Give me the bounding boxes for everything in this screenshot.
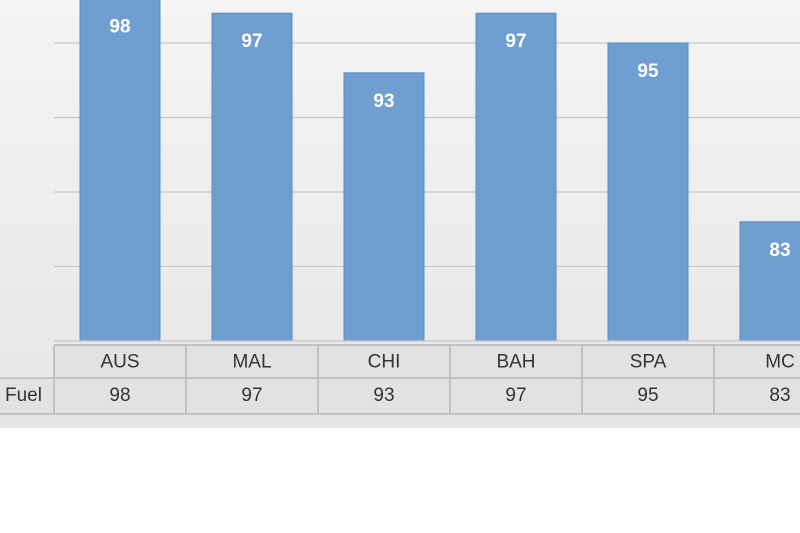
x-tick-label: MAL (232, 352, 271, 373)
data-label: 98 (109, 16, 130, 37)
table-value: 93 (373, 385, 394, 406)
table-value: 95 (637, 385, 658, 406)
bar (475, 12, 557, 342)
data-label: 97 (241, 31, 262, 52)
table-row-bg (0, 378, 800, 414)
table-value: 83 (769, 385, 790, 406)
bar (739, 221, 800, 342)
data-label: 93 (373, 91, 394, 112)
bar (79, 0, 161, 342)
table-value: 97 (241, 385, 262, 406)
bar (211, 12, 293, 342)
data-label: 97 (505, 31, 526, 52)
table-header-bg (54, 345, 800, 378)
table-value: 98 (109, 385, 130, 406)
x-tick-label: BAH (496, 352, 535, 373)
x-tick-label: MC (765, 352, 795, 373)
bar (607, 42, 689, 342)
plot-layer: AUS MAL CHI BAH SPA MC Fuel 98 98 97 97 93 93 97 97 95 9… (0, 0, 800, 415)
table-value: 97 (505, 385, 526, 406)
x-tick-label: SPA (630, 352, 667, 373)
bar (343, 72, 425, 342)
x-tick-label: CHI (368, 352, 401, 373)
legend-label: Fuel (5, 385, 42, 406)
data-label: 95 (637, 61, 659, 82)
x-tick-label: AUS (100, 352, 139, 373)
data-label: 83 (769, 240, 790, 261)
